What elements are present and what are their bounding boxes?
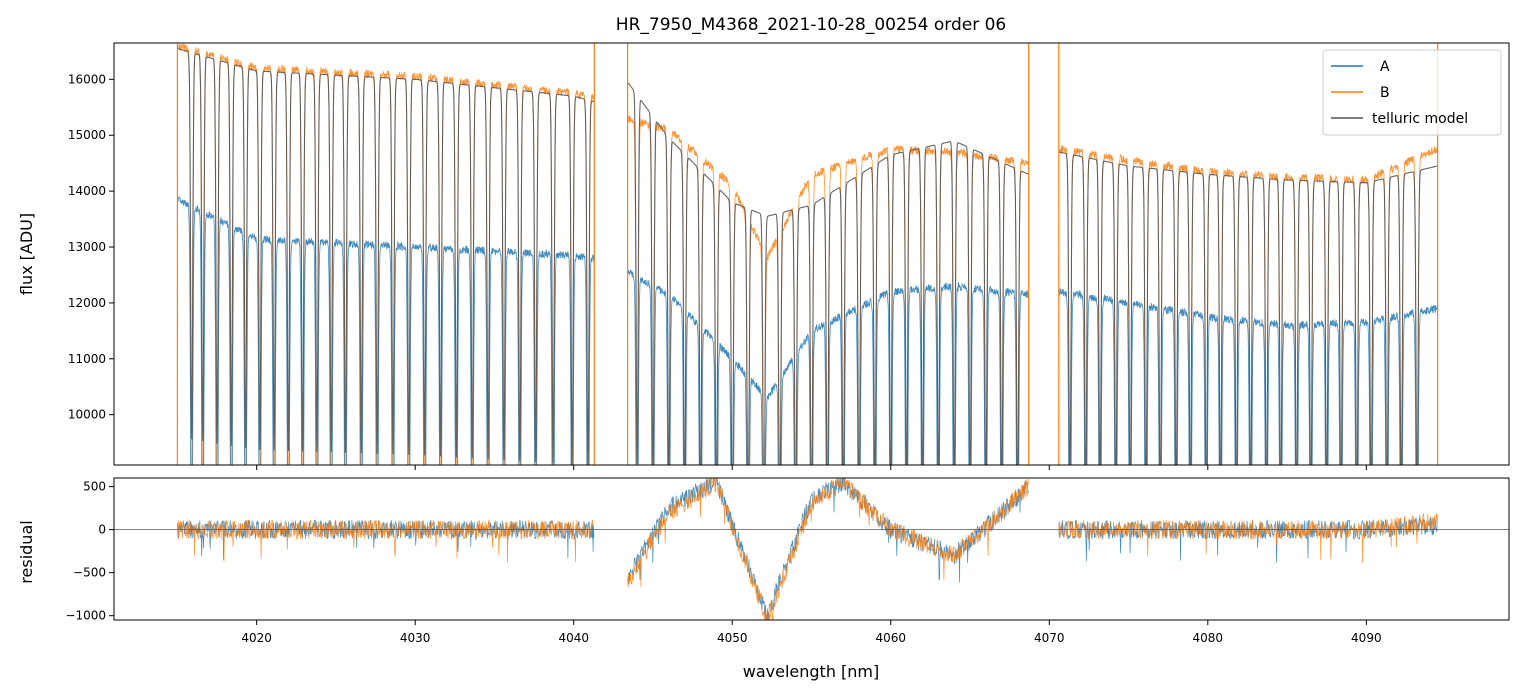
residual-axes-frame — [113, 477, 1510, 621]
x-axis-label: wavelength [nm] — [743, 662, 880, 681]
legend: A B telluric model — [1322, 49, 1502, 136]
flux-y-tick-label: 12000 — [68, 296, 106, 310]
legend-label-a: A — [1380, 59, 1390, 75]
residual-x-ticks: 4020 4030 4040 4050 4060 4070 4080 4090 — [241, 620, 1382, 645]
residual-line-b — [177, 478, 1438, 620]
flux-y-tick-label: 16000 — [68, 72, 106, 86]
series-line-a — [177, 195, 1439, 465]
x-tick-label: 4040 — [558, 631, 589, 645]
residual-plot-area — [114, 478, 1509, 620]
flux-y-tick-label: 15000 — [68, 128, 106, 142]
legend-label-b: B — [1380, 85, 1390, 101]
residual-line-a — [177, 478, 1438, 620]
flux-y-tick-label: 13000 — [68, 240, 106, 254]
legend-label-telluric-model: telluric model — [1372, 111, 1468, 127]
flux-y-tick-label: 11000 — [68, 352, 106, 366]
legend-box — [1322, 49, 1502, 136]
flux-plot-area — [176, 43, 1439, 465]
x-tick-label: 4070 — [1034, 631, 1065, 645]
flux-x-ticks — [256, 465, 1367, 470]
residual-y-axis-label: residual — [17, 520, 36, 583]
flux-y-axis-label: flux [ADU] — [17, 213, 36, 295]
residual-y-ticks: −1000 −500 0 500 — [65, 480, 114, 623]
flux-axes-frame — [113, 42, 1510, 466]
x-tick-label: 4090 — [1351, 631, 1382, 645]
residual-y-tick-label: −1000 — [65, 609, 106, 623]
residual-y-tick-label: −500 — [73, 566, 106, 580]
flux-y-tick-label: 14000 — [68, 184, 106, 198]
flux-y-tick-label: 10000 — [68, 408, 106, 422]
chart-title: HR_7950_M4368_2021-10-28_00254 order 06 — [616, 15, 1006, 35]
residual-y-tick-label: 500 — [83, 480, 106, 494]
x-tick-label: 4020 — [241, 631, 272, 645]
x-tick-label: 4050 — [717, 631, 748, 645]
series-line-telluric-model — [177, 48, 1438, 465]
residual-y-tick-label: 0 — [98, 523, 106, 537]
flux-y-ticks: 10000 11000 12000 13000 14000 15000 16000 — [68, 72, 114, 422]
x-tick-label: 4080 — [1193, 631, 1224, 645]
x-tick-label: 4030 — [400, 631, 431, 645]
x-tick-label: 4060 — [875, 631, 906, 645]
